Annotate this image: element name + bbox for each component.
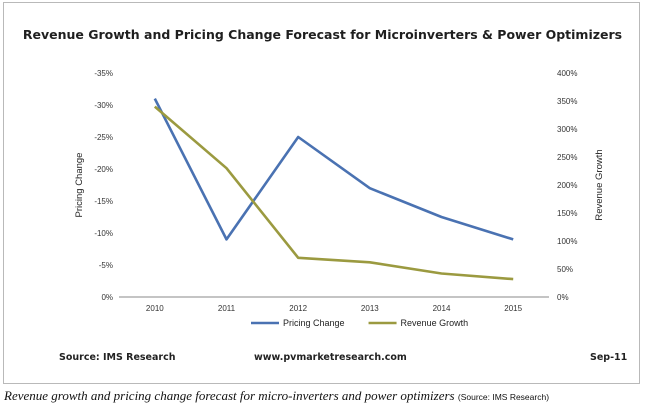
x-tick-label: 2015: [504, 304, 522, 313]
chart-axes: 2010 2011 2012 2013 2014 2015 0% -5% -10% -15% -20…: [74, 69, 605, 313]
right-axis-title: Revenue Growth: [594, 149, 605, 220]
x-tick-label: 2010: [146, 304, 164, 313]
right-tick-label: 50%: [557, 265, 573, 274]
series-line-1: [153, 98, 514, 241]
right-tick-label: 0%: [557, 293, 569, 302]
caption-source: (Source: IMS Research): [457, 392, 550, 402]
left-tick-label: -5%: [99, 261, 113, 270]
right-tick-label: 100%: [557, 237, 577, 246]
right-tick-label: 200%: [557, 181, 577, 190]
x-tick-label: 2014: [433, 304, 451, 313]
left-tick-label: -15%: [94, 197, 113, 206]
footer-source: Source: IMS Research: [59, 352, 176, 363]
left-tick-label: -20%: [94, 165, 113, 174]
footer-date: Sep-11: [590, 352, 628, 363]
series-line-2: [153, 105, 514, 281]
x-tick-label: 2011: [218, 304, 236, 313]
right-tick-label: 400%: [557, 69, 577, 78]
legend-label-1: Pricing Change: [283, 318, 345, 328]
chart-legend: Pricing Change Revenue Growth: [251, 318, 468, 328]
chart-series: [153, 98, 514, 281]
x-tick-label: 2012: [289, 304, 307, 313]
caption-text: Revenue growth and pricing change foreca…: [4, 388, 455, 403]
left-tick-label: 0%: [101, 293, 113, 302]
x-tick-label: 2013: [361, 304, 379, 313]
right-tick-label: 300%: [557, 125, 577, 134]
right-tick-label: 150%: [557, 209, 577, 218]
left-axis-title: Pricing Change: [74, 153, 85, 218]
legend-label-2: Revenue Growth: [401, 318, 469, 328]
left-tick-label: -25%: [94, 133, 113, 142]
chart-frame: Revenue Growth and Pricing Change Foreca…: [3, 2, 640, 384]
left-tick-label: -10%: [94, 229, 113, 238]
footer-website: www.pvmarketresearch.com: [254, 352, 407, 363]
chart-plot: 2010 2011 2012 2013 2014 2015 0% -5% -10% -15% -20…: [74, 69, 605, 328]
left-tick-label: -30%: [94, 101, 113, 110]
left-tick-label: -35%: [94, 69, 113, 78]
right-tick-label: 250%: [557, 153, 577, 162]
figure-caption: Revenue growth and pricing change foreca…: [4, 388, 549, 404]
right-tick-label: 350%: [557, 97, 577, 106]
chart-title: Revenue Growth and Pricing Change Foreca…: [22, 27, 623, 42]
